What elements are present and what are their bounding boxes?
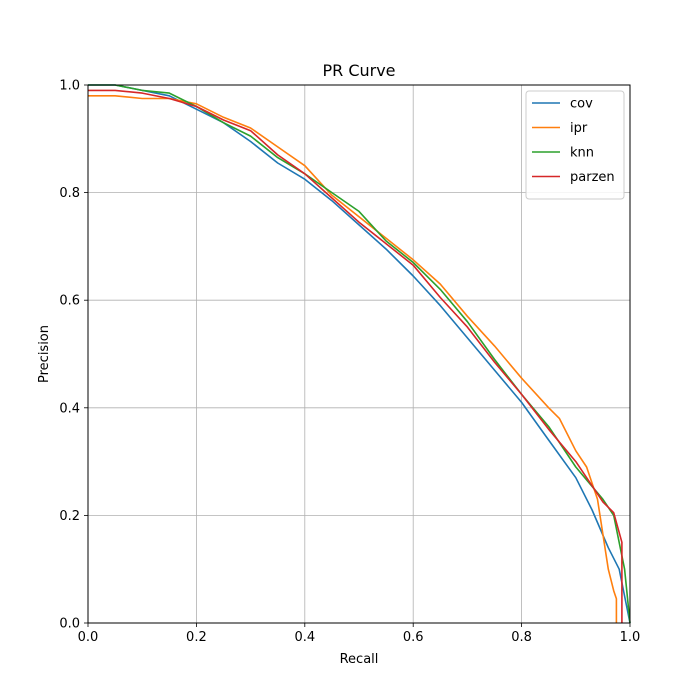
legend-label-cov: cov: [570, 97, 593, 112]
legend-box: [525, 90, 625, 200]
legend-label-ipr: ipr: [570, 121, 588, 136]
x-tick-label: 0.2: [186, 630, 207, 645]
x-tick-label: 0.4: [294, 630, 315, 645]
x-tick-label: 0.6: [403, 630, 424, 645]
y-tick-label: 0.0: [59, 617, 80, 632]
series-line-cov: [88, 84, 631, 624]
plot-frame: [87, 84, 631, 624]
ticks: 0.0 0.2 0.4 0.6 0.8 1.0 0.0 0.2 0.4 0.6 0.8 1.0: [59, 79, 640, 646]
x-tick-label: 1.0: [620, 630, 641, 645]
x-tick-label: 0.8: [511, 630, 532, 645]
series-line-knn: [88, 84, 631, 624]
legend-label-parzen: parzen: [570, 170, 615, 185]
y-tick-label: 0.4: [59, 401, 80, 416]
x-axis-label: Recall: [340, 652, 379, 667]
legend: cov ipr knn parzen: [525, 90, 625, 200]
series-layer: [88, 84, 631, 624]
series-line-ipr: [88, 95, 618, 623]
x-tick-label: 0.0: [78, 630, 99, 645]
y-tick-label: 1.0: [59, 79, 80, 94]
chart-title: PR Curve: [322, 61, 395, 80]
y-tick-label: 0.6: [59, 294, 80, 309]
y-axis-label: Precision: [37, 325, 52, 383]
y-tick-label: 0.8: [59, 186, 80, 201]
series-line-parzen: [88, 89, 623, 623]
y-tick-label: 0.2: [59, 509, 80, 524]
legend-label-knn: knn: [570, 146, 594, 161]
